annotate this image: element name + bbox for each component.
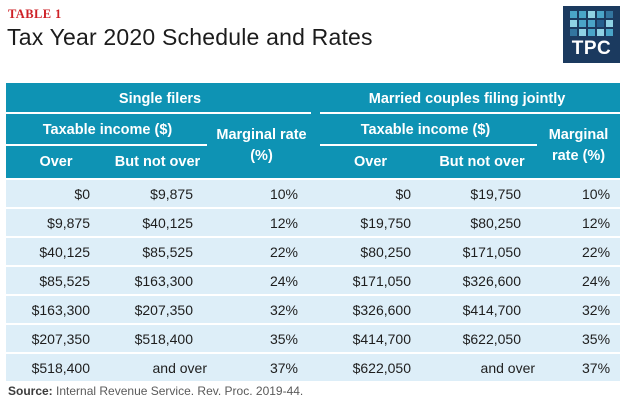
source-label: Source: (8, 384, 53, 398)
cell-but-not-over: $85,525 (106, 236, 209, 265)
logo-text: TPC (571, 38, 612, 59)
cell-rate: 24% (209, 265, 315, 294)
cell-but-not-over: $207,350 (106, 294, 209, 323)
cell-but-not-over: $9,875 (106, 178, 209, 207)
cell-over: $19,750 (314, 207, 428, 236)
table-row: $518,400 and over 37% $622,050 and over … (6, 352, 621, 381)
col-header-over-married: Over (314, 146, 428, 178)
cell-over: $9,875 (6, 207, 106, 236)
cell-rate: 12% (209, 207, 315, 236)
cell-but-not-over: $518,400 (106, 323, 209, 352)
rate-header-single: Marginal rate (%) (209, 114, 315, 178)
tpc-logo: TPC (563, 6, 620, 63)
cell-over: $40,125 (6, 236, 106, 265)
cell-over: $622,050 (314, 352, 428, 381)
cell-over: $0 (314, 178, 428, 207)
table-row: $0 $9,875 10% $0 $19,750 10% (6, 178, 621, 207)
table-row: $40,125 $85,525 22% $80,250 $171,050 22% (6, 236, 621, 265)
section-header-single: Single filers (6, 83, 315, 114)
income-header-married: Taxable income ($) (314, 114, 538, 146)
cell-over: $414,700 (314, 323, 428, 352)
cell-rate: 24% (537, 265, 621, 294)
cell-but-not-over: $40,125 (106, 207, 209, 236)
cell-but-not-over: $622,050 (427, 323, 538, 352)
cell-but-not-over: $414,700 (427, 294, 538, 323)
section-header-married: Married couples filing jointly (314, 83, 621, 114)
cell-rate: 12% (537, 207, 621, 236)
table-row: $163,300 $207,350 32% $326,600 $414,700 … (6, 294, 621, 323)
income-header-single: Taxable income ($) (6, 114, 209, 146)
cell-but-not-over: $163,300 (106, 265, 209, 294)
cell-rate: 10% (209, 178, 315, 207)
page-title: Tax Year 2020 Schedule and Rates (7, 24, 373, 50)
tax-rates-table: Single filers Married couples filing joi… (6, 83, 621, 381)
cell-rate: 32% (537, 294, 621, 323)
cell-but-not-over: $19,750 (427, 178, 538, 207)
cell-but-not-over: $80,250 (427, 207, 538, 236)
cell-over: $207,350 (6, 323, 106, 352)
cell-over: $80,250 (314, 236, 428, 265)
cell-over: $518,400 (6, 352, 106, 381)
col-header-over-single: Over (6, 146, 106, 178)
cell-over: $326,600 (314, 294, 428, 323)
cell-over: $171,050 (314, 265, 428, 294)
source-text: Internal Revenue Service. Rev. Proc. 201… (52, 384, 304, 398)
rate-header-married: Marginal rate (%) (537, 114, 621, 178)
cell-rate: 35% (537, 323, 621, 352)
col-header-butnotover-married: But not over (427, 146, 538, 178)
table-number-label: TABLE 1 (8, 7, 62, 21)
cell-rate: 32% (209, 294, 315, 323)
cell-over: $163,300 (6, 294, 106, 323)
table-row: $9,875 $40,125 12% $19,750 $80,250 12% (6, 207, 621, 236)
table-row: $85,525 $163,300 24% $171,050 $326,600 2… (6, 265, 621, 294)
cell-rate: 22% (537, 236, 621, 265)
cell-but-not-over: $326,600 (427, 265, 538, 294)
cell-over: $85,525 (6, 265, 106, 294)
cell-but-not-over: and over (427, 352, 538, 381)
col-header-butnotover-single: But not over (106, 146, 209, 178)
cell-rate: 37% (209, 352, 315, 381)
cell-rate: 22% (209, 236, 315, 265)
source-note: Source: Internal Revenue Service. Rev. P… (8, 384, 303, 398)
cell-over: $0 (6, 178, 106, 207)
table-row: $207,350 $518,400 35% $414,700 $622,050 … (6, 323, 621, 352)
logo-grid-icon (570, 11, 613, 36)
cell-but-not-over: and over (106, 352, 209, 381)
cell-rate: 10% (537, 178, 621, 207)
cell-but-not-over: $171,050 (427, 236, 538, 265)
cell-rate: 35% (209, 323, 315, 352)
cell-rate: 37% (537, 352, 621, 381)
